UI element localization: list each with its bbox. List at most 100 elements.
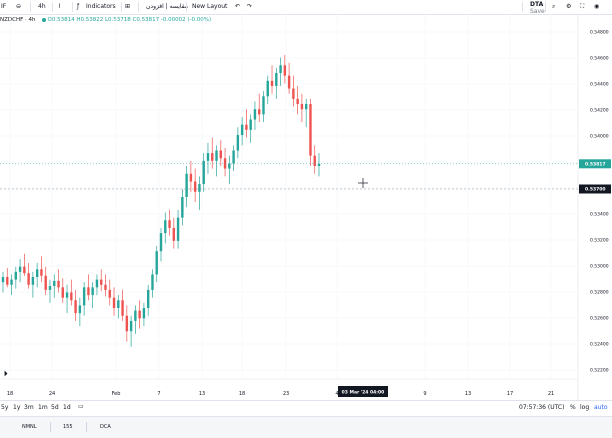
- chart-grid: [0, 14, 578, 379]
- legend-low: L0.53718: [104, 17, 131, 23]
- tab-155[interactable]: 155: [63, 424, 73, 430]
- last-price-text: 0.53817: [585, 161, 606, 167]
- log-toggle[interactable]: log: [580, 404, 590, 411]
- price-chart[interactable]: 0.54800 0.54600 0.54400 0.54200 0.54000 0.538…: [0, 14, 612, 400]
- save-label: Save: [530, 8, 545, 15]
- candle-body: [117, 300, 120, 308]
- utc-clock[interactable]: 07:57:36 (UTC): [519, 404, 565, 411]
- price-axis-label: 0.52200: [590, 368, 609, 374]
- layout-button[interactable]: New Layout: [192, 3, 228, 10]
- time-axis-label: Feb: [112, 391, 121, 397]
- compare-button[interactable]: مقایسه | افزودن: [146, 3, 188, 10]
- candle-body: [78, 305, 82, 314]
- compare-plus-icon[interactable]: ⊖: [16, 3, 22, 10]
- tab-nmnl[interactable]: NMNL: [22, 424, 37, 430]
- range-5y[interactable]: 5y: [1, 404, 9, 411]
- candle-body: [35, 269, 39, 278]
- candle-body: [108, 289, 111, 298]
- settings-gear-icon[interactable]: ⚙: [566, 3, 572, 10]
- candle-body: [313, 155, 316, 166]
- candle-body: [57, 280, 60, 288]
- range-1d[interactable]: 1d: [63, 404, 71, 411]
- candle-body: [44, 275, 47, 290]
- symbol-title[interactable]: NZDCHF · 4h: [0, 17, 36, 23]
- crosshair-time-text: 03 Mar '24 04:00: [342, 390, 385, 396]
- goto-date-icon[interactable]: ▭: [78, 403, 84, 410]
- price-axis-label: 0.52400: [590, 342, 609, 348]
- candle-body: [40, 269, 43, 276]
- candle-body: [104, 284, 107, 290]
- candle-body: [270, 80, 274, 86]
- legend-open: O0.53814: [47, 17, 75, 23]
- range-1m[interactable]: 1m: [38, 404, 48, 411]
- candle-body: [100, 279, 103, 285]
- candle-body: [65, 292, 69, 298]
- price-axis-label: 0.54600: [590, 56, 609, 62]
- candle-body: [266, 80, 269, 97]
- price-axis-label: 0.54000: [590, 134, 609, 140]
- camera-icon[interactable]: ◉: [594, 3, 600, 10]
- candle-body: [142, 308, 146, 319]
- candle-body: [61, 287, 64, 298]
- candle-body: [159, 233, 163, 252]
- candle-body: [164, 220, 167, 234]
- candle-body: [95, 279, 99, 288]
- candle-body: [151, 274, 154, 290]
- indicators-icon: ƒ: [77, 3, 80, 10]
- candle-body: [172, 227, 176, 241]
- broker-label[interactable]: DTA: [530, 1, 544, 8]
- percent-toggle[interactable]: %: [570, 404, 576, 411]
- chart-overlays: 0.53817 0.53700 03 Mar '24 04:00 ⏵: [0, 159, 611, 397]
- tab-dca[interactable]: DCA: [100, 424, 111, 430]
- time-axis-label: 7: [157, 391, 160, 397]
- time-axis: 18 24 Feb 7 13 18 23 4 9 13 17 21: [0, 378, 578, 397]
- interval-button[interactable]: 4h: [38, 3, 46, 10]
- candles: [1, 54, 321, 347]
- range-3m[interactable]: 3m: [24, 404, 34, 411]
- last-price-badge: [579, 159, 611, 169]
- templates-grid-icon[interactable]: ⊞: [125, 3, 131, 10]
- time-axis-label: 9: [423, 391, 426, 397]
- time-axis-label: 17: [507, 391, 513, 397]
- range-1y[interactable]: 1y: [13, 404, 21, 411]
- redo-icon[interactable]: ↷: [247, 3, 253, 10]
- auto-toggle[interactable]: auto: [594, 404, 608, 411]
- candle-body: [91, 287, 94, 296]
- candle-body: [10, 279, 13, 285]
- symbol-search-button[interactable]: IF: [1, 3, 7, 10]
- fullscreen-icon[interactable]: ⛶: [580, 3, 585, 10]
- candle-body: [87, 287, 90, 296]
- legend-high: H0.53822: [76, 17, 104, 23]
- candle-body: [168, 220, 171, 228]
- price-axis-label: 0.54800: [590, 30, 609, 36]
- crosshair-price-text: 0.53700: [585, 187, 606, 193]
- candle-body: [223, 158, 227, 169]
- candle-body: [1, 277, 5, 283]
- legend-close: C0.53817: [132, 17, 160, 23]
- candle-body: [23, 266, 26, 274]
- price-axis-label: 0.54400: [590, 82, 609, 88]
- candle-body: [74, 300, 77, 314]
- candle-body: [134, 310, 137, 321]
- candle-body: [53, 280, 56, 287]
- bottom-panel-tabs: NMNL 155 DCA: [0, 416, 612, 438]
- chart-type-icon[interactable]: ⌇: [58, 3, 61, 10]
- candle-body: [82, 287, 86, 306]
- undo-icon[interactable]: ↶: [235, 3, 241, 10]
- price-axis-label: 0.52600: [590, 316, 609, 322]
- range-5d[interactable]: 5d: [51, 404, 59, 411]
- candle-body: [155, 251, 158, 275]
- candle-body: [18, 266, 22, 272]
- candle-body: [70, 292, 73, 301]
- candle-body: [317, 163, 321, 166]
- candle-body: [202, 160, 205, 185]
- candle-body: [240, 124, 244, 136]
- indicators-button[interactable]: Indicators: [86, 3, 116, 10]
- candle-body: [146, 289, 150, 308]
- time-axis-label: 24: [49, 391, 55, 397]
- price-axis-label: 0.54200: [590, 108, 609, 114]
- candle-body: [206, 153, 210, 161]
- candle-body: [129, 320, 133, 332]
- search-icon[interactable]: ⌕: [552, 3, 556, 10]
- crosshair-price-badge: [579, 184, 611, 194]
